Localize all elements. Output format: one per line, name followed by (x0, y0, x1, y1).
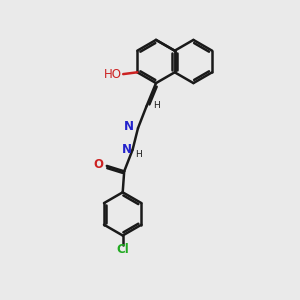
Text: H: H (135, 150, 142, 159)
Text: Cl: Cl (116, 243, 129, 256)
Text: O: O (94, 158, 104, 172)
Text: N: N (124, 120, 134, 133)
Text: H: H (153, 100, 160, 109)
Text: HO: HO (104, 68, 122, 81)
Text: N: N (122, 143, 132, 156)
